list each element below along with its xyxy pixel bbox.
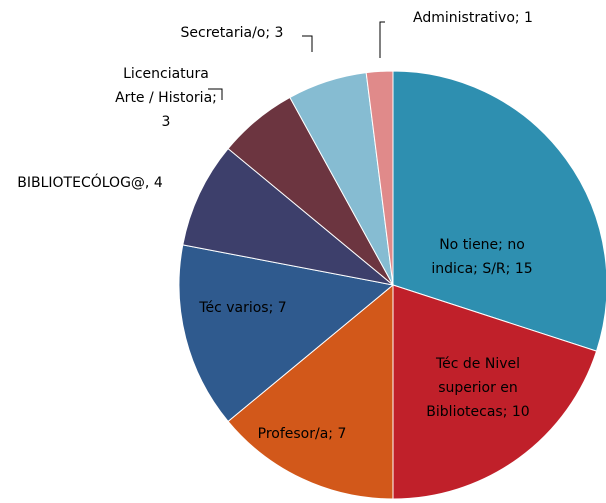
leader-line xyxy=(379,21,385,58)
pie-slice xyxy=(365,70,394,286)
slice-label: No tiene; no indica; S/R; 15 xyxy=(431,237,533,277)
leader-line xyxy=(208,88,223,100)
slice-label: BIBLIOTECÓLOG@, 4 xyxy=(17,175,163,191)
pie-slice xyxy=(182,147,394,286)
slice-label: Licenciatura Arte / Historia; 3 xyxy=(115,66,217,130)
slice-label: Téc varios; 7 xyxy=(199,300,287,316)
pie-slice xyxy=(178,244,395,423)
slice-label: Administrativo; 1 xyxy=(413,10,533,26)
leader-line xyxy=(302,35,313,52)
pie-slice xyxy=(392,70,606,352)
pie-slice xyxy=(392,284,598,500)
slice-label: Profesor/a; 7 xyxy=(257,426,347,442)
slice-label: Téc de Nivel superior en Bibliotecas; 10 xyxy=(426,356,530,420)
pie-slice xyxy=(227,283,394,500)
slice-label: Secretaria/o; 3 xyxy=(180,25,284,41)
